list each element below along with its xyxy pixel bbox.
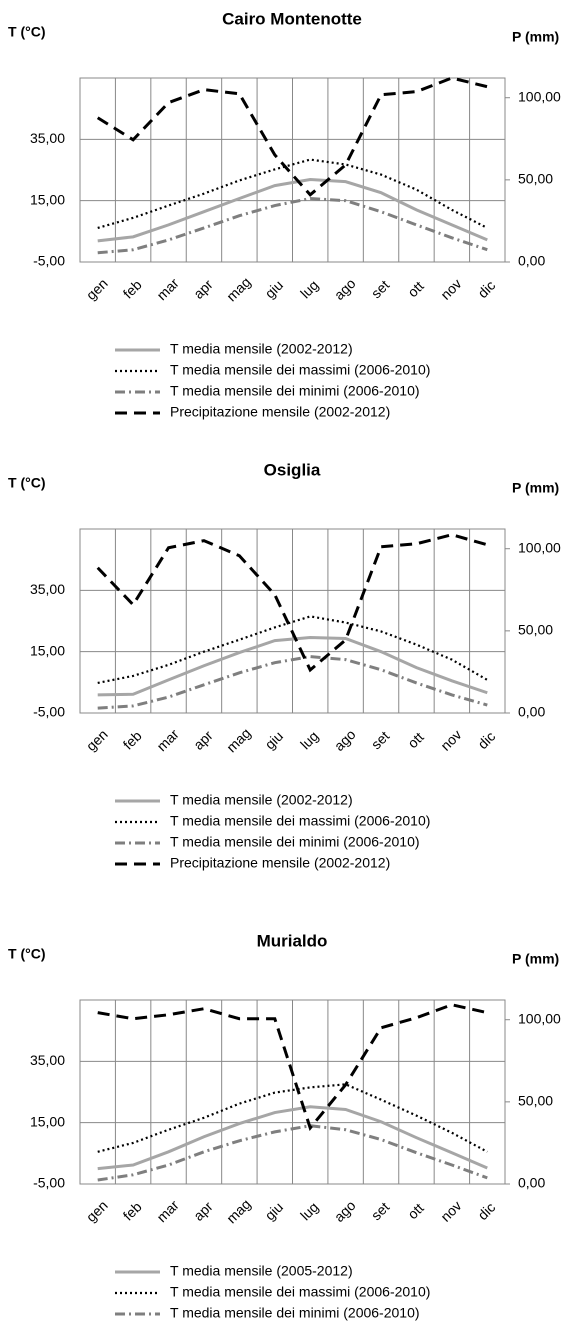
legend-label: T media mensile dei massimi (2006-2010) — [170, 813, 430, 829]
y2-tick-label: 0,00 — [518, 1175, 545, 1191]
x-tick-label: ago — [331, 726, 359, 754]
series-line — [97, 655, 488, 710]
legend-label: T media mensile dei minimi (2006-2010) — [170, 1305, 420, 1321]
x-tick-label: giu — [262, 728, 287, 753]
legend-label: T media mensile dei minimi (2006-2010) — [170, 834, 420, 850]
series-line — [96, 76, 488, 197]
legend-label: Precipitazione mensile (2002-2012) — [170, 404, 390, 420]
x-tick-label: apr — [190, 276, 216, 302]
x-tick-label: feb — [120, 727, 145, 752]
y2-tick-label: 100,00 — [518, 88, 561, 104]
x-tick-label: nov — [437, 1197, 464, 1224]
x-tick-label: gen — [83, 275, 111, 303]
x-tick-label: mag — [223, 274, 254, 305]
y2-tick-label: 50,00 — [518, 1093, 553, 1109]
series-line — [97, 1105, 488, 1171]
x-tick-label: ago — [331, 1197, 359, 1225]
y-axis-label: T (°C) — [8, 475, 45, 491]
x-tick-label: apr — [190, 727, 216, 753]
series-line — [97, 636, 488, 697]
chart-title: Cairo Montenotte — [222, 9, 362, 28]
x-tick-label: lug — [297, 728, 322, 753]
x-tick-label: apr — [190, 1198, 216, 1224]
x-tick-label: feb — [120, 276, 145, 301]
x-tick-label: ott — [404, 278, 426, 300]
x-tick-label: ott — [404, 729, 426, 751]
series-line — [97, 1124, 488, 1182]
x-tick-label: set — [368, 728, 393, 753]
x-tick-label: mag — [223, 725, 254, 756]
y-axis-label: T (°C) — [8, 946, 45, 962]
y-tick-label: -5,00 — [33, 704, 65, 720]
x-tick-label: mar — [153, 1197, 182, 1226]
y2-tick-label: 100,00 — [518, 1010, 561, 1026]
y2-axis-label: P (mm) — [512, 480, 559, 496]
x-tick-label: feb — [120, 1198, 145, 1223]
x-tick-label: dic — [474, 277, 498, 301]
x-tick-label: lug — [297, 277, 322, 302]
series-line — [96, 533, 488, 673]
x-tick-label: giu — [262, 1199, 287, 1224]
legend-label: T media mensile dei massimi (2006-2010) — [170, 362, 430, 378]
series-line — [97, 1003, 488, 1132]
x-tick-label: set — [368, 1199, 393, 1224]
x-tick-label: mar — [153, 275, 182, 304]
y2-tick-label: 100,00 — [518, 539, 561, 555]
y-axis-label: T (°C) — [8, 24, 45, 40]
legend-label: T media mensile dei massimi (2006-2010) — [170, 1284, 430, 1300]
y2-axis-label: P (mm) — [512, 29, 559, 45]
series-line — [97, 197, 488, 255]
x-tick-label: dic — [474, 1199, 498, 1223]
x-tick-label: dic — [474, 728, 498, 752]
x-tick-label: gen — [83, 726, 111, 754]
series-line — [97, 158, 488, 230]
legend-label: T media mensile dei minimi (2006-2010) — [170, 383, 420, 399]
legend-label: Precipitazione mensile (2002-2012) — [170, 855, 390, 871]
y-tick-label: -5,00 — [33, 1175, 65, 1191]
y2-tick-label: 50,00 — [518, 171, 553, 187]
y-tick-label: 15,00 — [30, 1113, 65, 1129]
x-tick-label: mag — [223, 1196, 254, 1227]
x-tick-label: ott — [404, 1200, 426, 1222]
series-line — [97, 177, 488, 243]
y-tick-label: 35,00 — [30, 130, 65, 146]
x-tick-label: set — [368, 277, 393, 302]
y2-tick-label: 50,00 — [518, 622, 553, 638]
x-tick-label: nov — [437, 275, 464, 302]
legend-label: T media mensile (2005-2012) — [170, 1263, 353, 1279]
y2-tick-label: 0,00 — [518, 704, 545, 720]
x-tick-label: ago — [331, 275, 359, 303]
y-tick-label: 15,00 — [30, 642, 65, 658]
legend-label: T media mensile (2002-2012) — [170, 792, 353, 808]
y2-axis-label: P (mm) — [512, 951, 559, 967]
x-tick-label: giu — [262, 277, 287, 302]
x-tick-label: nov — [437, 726, 464, 753]
y-tick-label: 35,00 — [30, 581, 65, 597]
chart-title: Osiglia — [264, 460, 321, 479]
y-tick-label: -5,00 — [33, 253, 65, 269]
y-tick-label: 15,00 — [30, 191, 65, 207]
x-tick-label: mar — [153, 726, 182, 755]
y2-tick-label: 0,00 — [518, 253, 545, 269]
legend-label: T media mensile (2002-2012) — [170, 341, 353, 357]
x-tick-label: gen — [83, 1197, 111, 1225]
x-tick-label: lug — [297, 1199, 322, 1224]
chart-title: Murialdo — [257, 931, 328, 950]
y-tick-label: 35,00 — [30, 1052, 65, 1068]
